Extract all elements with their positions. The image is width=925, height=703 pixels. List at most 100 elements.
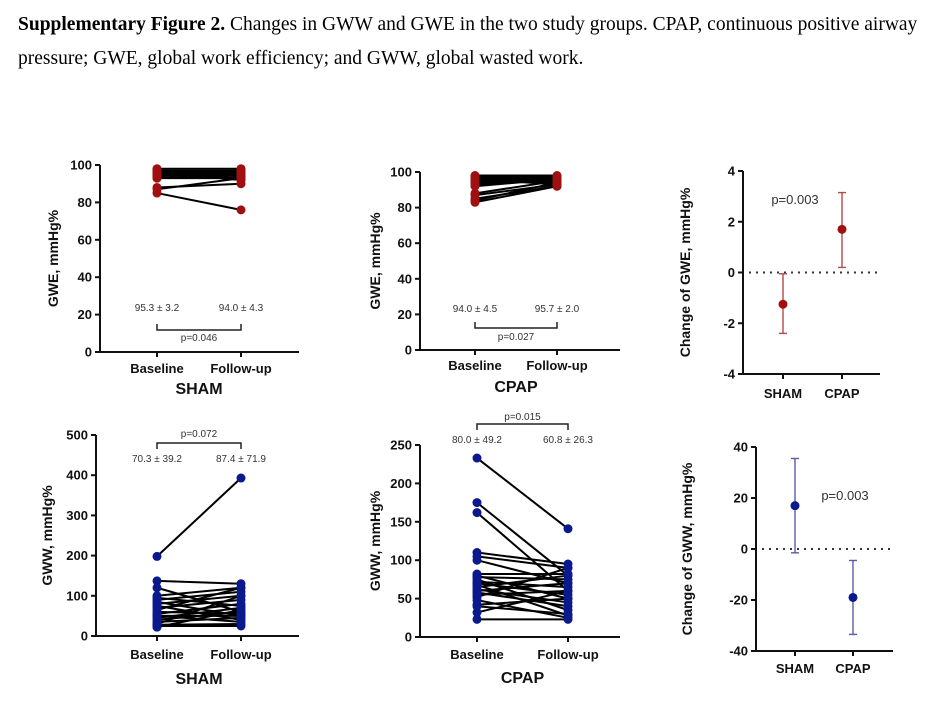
significance-bracket xyxy=(156,442,242,449)
paired-line xyxy=(156,608,242,629)
baseline-point xyxy=(152,551,162,561)
paired-line xyxy=(476,576,569,581)
baseline-point xyxy=(472,607,482,617)
paired-line xyxy=(156,192,242,211)
baseline-mean-sd: 94.0 ± 4.5 xyxy=(453,304,498,315)
y-tick-label: -40 xyxy=(729,644,748,659)
paired-line xyxy=(156,586,242,597)
x-axis-label: SHAM xyxy=(175,671,222,688)
caption-label: Supplementary Figure 2. xyxy=(18,14,226,35)
y-tick-label: -4 xyxy=(723,367,735,382)
followup-point xyxy=(563,563,573,573)
significance-bracket xyxy=(474,322,558,329)
mean-point xyxy=(790,501,800,511)
paired-line xyxy=(474,176,558,184)
y-axis-label: Change of GWE, mmHg% xyxy=(677,187,693,357)
baseline-mean-sd: 80.0 ± 49.2 xyxy=(452,435,502,446)
y-axis-label: GWE, mmHg% xyxy=(367,212,383,310)
baseline-point xyxy=(472,508,482,518)
followup-point xyxy=(236,205,246,215)
y-tick-label: 40 xyxy=(78,270,92,285)
baseline-point xyxy=(472,614,482,624)
paired-line xyxy=(476,457,569,530)
x-axis-label: SHAM xyxy=(175,381,222,398)
y-tick-label: 500 xyxy=(66,428,88,443)
x-tick-label: Baseline xyxy=(130,647,183,662)
x-axis-label: CPAP xyxy=(494,379,538,396)
chart-sham-gww: 0 100 200 300 400 500 Baseline Follow-up GWW, mm… xyxy=(39,428,299,688)
x-tick-label: Follow-up xyxy=(210,361,271,376)
baseline-mean-sd: 70.3 ± 39.2 xyxy=(132,454,182,465)
p-value: p=0.003 xyxy=(771,192,818,207)
paired-line xyxy=(474,185,558,204)
paired-line xyxy=(156,177,242,191)
paired-line xyxy=(476,555,569,569)
chart-cpap-gww: 0 50 100 150 200 250 Baseline Follow-up GWW, mmH… xyxy=(367,412,620,687)
y-tick-label: 0 xyxy=(405,630,412,645)
paired-line xyxy=(156,171,242,176)
caption-text: Changes in GWW and GWE in the two study … xyxy=(18,14,918,69)
y-tick-label: 0 xyxy=(728,265,735,280)
y-tick-label: -20 xyxy=(729,593,748,608)
p-value: p=0.015 xyxy=(504,412,541,423)
x-tick-label: Follow-up xyxy=(537,647,598,662)
y-tick-label: 4 xyxy=(728,164,736,179)
baseline-point xyxy=(152,188,162,198)
y-tick-label: 250 xyxy=(390,438,412,453)
y-tick-label: 40 xyxy=(398,271,412,286)
y-tick-label: 0 xyxy=(405,343,412,358)
p-value: p=0.072 xyxy=(181,429,218,440)
p-value: p=0.027 xyxy=(498,332,535,343)
paired-line xyxy=(476,580,569,589)
followup-point xyxy=(236,591,246,601)
y-tick-label: 50 xyxy=(398,591,412,606)
baseline-point xyxy=(152,583,162,593)
y-tick-label: 100 xyxy=(66,588,88,603)
followup-point xyxy=(563,578,573,588)
y-tick-label: -2 xyxy=(723,316,735,331)
p-value: p=0.003 xyxy=(821,488,868,503)
mean-point xyxy=(778,299,788,309)
y-tick-label: 60 xyxy=(398,236,412,251)
baseline-point xyxy=(472,555,482,565)
baseline-point xyxy=(152,169,162,179)
paired-line xyxy=(156,616,242,623)
paired-line xyxy=(156,579,242,585)
y-tick-label: 0 xyxy=(741,542,748,557)
followup-point xyxy=(563,586,573,596)
y-tick-label: 2 xyxy=(728,214,735,229)
y-tick-label: 300 xyxy=(66,508,88,523)
y-tick-label: 150 xyxy=(390,514,412,529)
figure-caption: Supplementary Figure 2. Changes in GWW a… xyxy=(18,8,918,76)
baseline-point xyxy=(472,453,482,463)
followup-point xyxy=(563,571,573,581)
paired-line xyxy=(474,181,558,202)
followup-mean-sd: 60.8 ± 26.3 xyxy=(543,435,593,446)
x-axis-label: CPAP xyxy=(501,670,545,687)
followup-point xyxy=(236,611,246,621)
x-tick-label: SHAM xyxy=(764,386,802,401)
followup-point xyxy=(236,173,246,183)
chart-change-gww: -40 -20 0 20 40 SHAM CPAP Change of GWW, mmHg% p… xyxy=(679,440,893,676)
followup-point xyxy=(236,621,246,631)
followup-point xyxy=(236,473,246,483)
paired-line xyxy=(476,566,569,599)
y-tick-label: 100 xyxy=(390,165,412,180)
paired-line xyxy=(156,590,242,601)
paired-line xyxy=(476,582,569,592)
followup-point xyxy=(236,583,246,593)
followup-point xyxy=(563,601,573,611)
chart-sham-gwe: 0 20 40 60 80 100 Baseline Follow-up GWE, mmHg% S… xyxy=(45,158,299,398)
followup-point xyxy=(563,613,573,623)
x-tick-label: CPAP xyxy=(824,386,859,401)
y-axis-label: GWE, mmHg% xyxy=(45,209,61,307)
y-tick-label: 0 xyxy=(85,345,92,360)
x-tick-label: Follow-up xyxy=(526,358,587,373)
x-tick-label: Follow-up xyxy=(210,647,271,662)
chart-change-gwe: -4 -2 0 2 4 SHAM CPAP Change of GWE, mmHg% p=0.0… xyxy=(677,164,880,401)
x-tick-label: Baseline xyxy=(448,358,501,373)
p-value: p=0.046 xyxy=(181,333,218,344)
y-axis-label: GWW, mmHg% xyxy=(367,490,383,591)
y-axis-label: GWW, mmHg% xyxy=(39,485,55,586)
